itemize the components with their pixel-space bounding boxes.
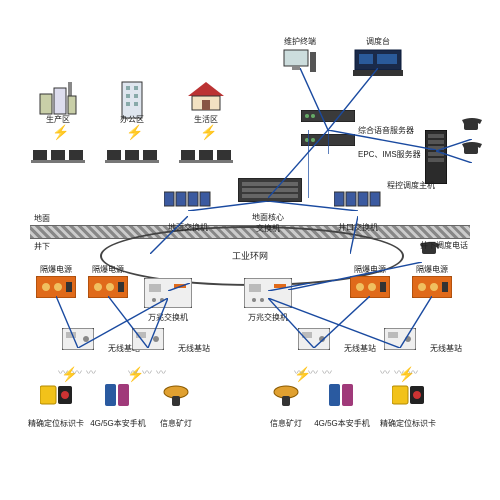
edge	[300, 68, 328, 130]
wifi-wave: 〰	[72, 364, 82, 379]
label-rack: 程控调度主机	[376, 180, 446, 191]
wifi-wave: 〰	[408, 364, 418, 379]
edge	[108, 296, 148, 348]
node-tag1	[26, 384, 86, 406]
label-lamp1: 信息矿灯	[141, 418, 211, 429]
wifi-wave: 〰	[294, 364, 304, 379]
label-wbs2: 无线基站	[178, 343, 210, 354]
edge	[268, 198, 358, 208]
edge	[328, 68, 378, 130]
node-fb_ps1	[26, 276, 86, 298]
label-dispatch: 调度台	[343, 36, 413, 47]
node-tag2	[378, 384, 438, 406]
node-life_zone	[176, 80, 236, 112]
label-tag2: 精确定位标识卡	[373, 418, 443, 429]
wifi-wave: 〰	[58, 364, 68, 379]
node-lamp1	[146, 384, 206, 408]
node-laptops2	[102, 148, 162, 170]
node-ph45g2	[312, 384, 372, 410]
label-ups_phone: 井下调度电话	[420, 240, 468, 251]
wifi-wave: 〰	[128, 364, 138, 379]
wifi-wave: 〰	[322, 364, 332, 379]
label-ph45g2: 4G/5G本安手机	[307, 418, 377, 429]
edge	[400, 296, 432, 348]
edge	[436, 150, 472, 162]
node-laptops1	[28, 148, 88, 170]
node-lamp2	[256, 384, 316, 408]
node-fb_ps2	[78, 276, 138, 298]
label-core_switch: 地面核心 交换机	[233, 212, 303, 234]
label-maint_term: 维护终端	[265, 36, 335, 47]
label-fb_ps2: 隔爆电源	[73, 264, 143, 275]
wifi-wave: 〰	[308, 364, 318, 379]
label-tag1: 精确定位标识卡	[21, 418, 91, 429]
edge	[56, 296, 78, 348]
wifi-wave: 〰	[380, 364, 390, 379]
edge	[168, 278, 190, 286]
edge	[436, 138, 472, 150]
wireless-bolt: ⚡	[52, 124, 69, 141]
diagram-canvas: 地面井下工业环网生产区办公区生活区地面交换机地面核心 交换机维护终端调度台综合语…	[0, 0, 500, 500]
wireless-bolt: ⚡	[200, 124, 217, 141]
node-prod_zone	[28, 80, 88, 116]
edge	[314, 296, 370, 348]
edge	[308, 130, 309, 198]
edge	[150, 216, 188, 254]
edge	[288, 262, 422, 290]
wifi-wave: 〰	[156, 364, 166, 379]
node-phone1	[442, 118, 500, 132]
wireless-bolt: ⚡	[126, 124, 143, 141]
wifi-wave: 〰	[394, 364, 404, 379]
edge	[328, 130, 436, 150]
edge	[350, 216, 358, 254]
node-ph45g1	[88, 384, 148, 410]
wifi-wave: 〰	[142, 364, 152, 379]
wifi-wave: 〰	[86, 364, 96, 379]
label-wbs4: 无线基站	[430, 343, 462, 354]
edge	[268, 130, 328, 198]
node-laptops3	[176, 148, 236, 170]
edge	[188, 198, 268, 208]
edge	[148, 298, 168, 348]
label-shaft_sw: 井口交换机	[323, 222, 393, 233]
